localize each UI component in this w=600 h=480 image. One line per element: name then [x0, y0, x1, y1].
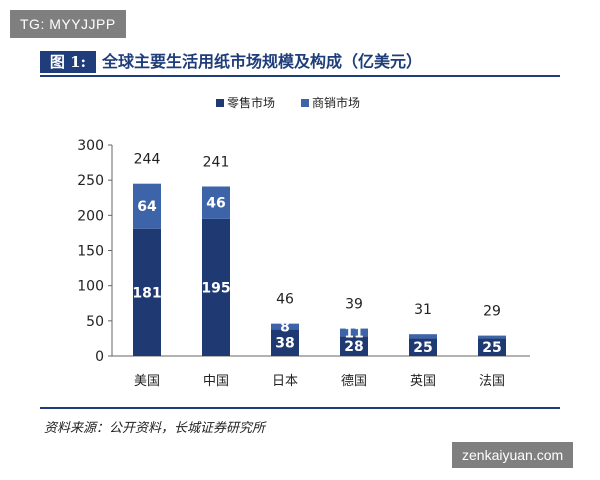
- bar-retail-3: [340, 336, 368, 356]
- segment-label-retail-0: 181: [132, 285, 161, 301]
- segment-label-commercial-2: 8: [280, 319, 290, 335]
- bar-retail-5: [478, 338, 506, 356]
- total-label-4: 31: [414, 302, 432, 318]
- legend-label-1: 商销市场: [312, 95, 360, 110]
- bar-commercial-4: [409, 334, 437, 339]
- x-tick-label-1: 中国: [203, 374, 229, 389]
- watermark-top: TG: MYYJJPP: [10, 10, 126, 38]
- bar-commercial-1: [202, 186, 230, 219]
- source-note: 资料来源：公开资料，长城证券研究所: [44, 421, 266, 436]
- y-tick-label-150: 150: [77, 244, 104, 260]
- bar-retail-1: [202, 218, 230, 356]
- figure-label: 图 1:: [40, 51, 96, 73]
- total-label-3: 39: [345, 297, 363, 313]
- x-tick-label-0: 美国: [134, 374, 160, 389]
- bar-retail-2: [271, 329, 299, 356]
- x-tick-label-4: 英国: [410, 374, 436, 389]
- y-tick-label-100: 100: [77, 279, 104, 295]
- bar-commercial-0: [133, 183, 161, 229]
- figure-title: 全球主要生活用纸市场规模及构成（亿美元）: [102, 52, 423, 71]
- y-tick-label-0: 0: [95, 349, 104, 365]
- y-tick-label-50: 50: [86, 314, 104, 330]
- total-label-5: 29: [483, 304, 501, 320]
- figure-title-bar: 图 1: 全球主要生活用纸市场规模及构成（亿美元）: [40, 51, 560, 75]
- segment-label-retail-2: 38: [275, 336, 294, 352]
- bar-retail-4: [409, 338, 437, 356]
- watermark-bottom: zenkaiyuan.com: [452, 442, 574, 468]
- total-label-1: 241: [203, 154, 230, 170]
- source-divider: [40, 407, 560, 409]
- bar-commercial-3: [340, 328, 368, 337]
- y-tick-label-300: 300: [77, 138, 104, 154]
- segment-label-retail-1: 195: [201, 280, 230, 296]
- segment-label-commercial-3: 11: [344, 325, 363, 341]
- legend-label-0: 零售市场: [227, 95, 275, 110]
- total-label-2: 46: [276, 292, 294, 308]
- x-tick-label-5: 法国: [479, 374, 505, 389]
- segment-label-retail-3: 28: [344, 339, 363, 355]
- legend-swatch-0: [216, 99, 224, 107]
- y-tick-label-250: 250: [77, 173, 104, 189]
- legend-swatch-1: [301, 99, 309, 107]
- bar-commercial-2: [271, 323, 299, 330]
- title-divider: [40, 75, 560, 77]
- segment-label-retail-4: 25: [413, 340, 432, 356]
- y-tick-label-200: 200: [77, 208, 104, 224]
- segment-label-commercial-1: 46: [206, 196, 225, 212]
- x-tick-label-2: 日本: [272, 374, 298, 389]
- bar-retail-0: [133, 228, 161, 356]
- segment-label-commercial-0: 64: [137, 199, 157, 215]
- bar-commercial-5: [478, 335, 506, 339]
- x-tick-label-3: 德国: [341, 374, 367, 389]
- segment-label-retail-5: 25: [482, 340, 501, 356]
- total-label-0: 244: [134, 152, 161, 168]
